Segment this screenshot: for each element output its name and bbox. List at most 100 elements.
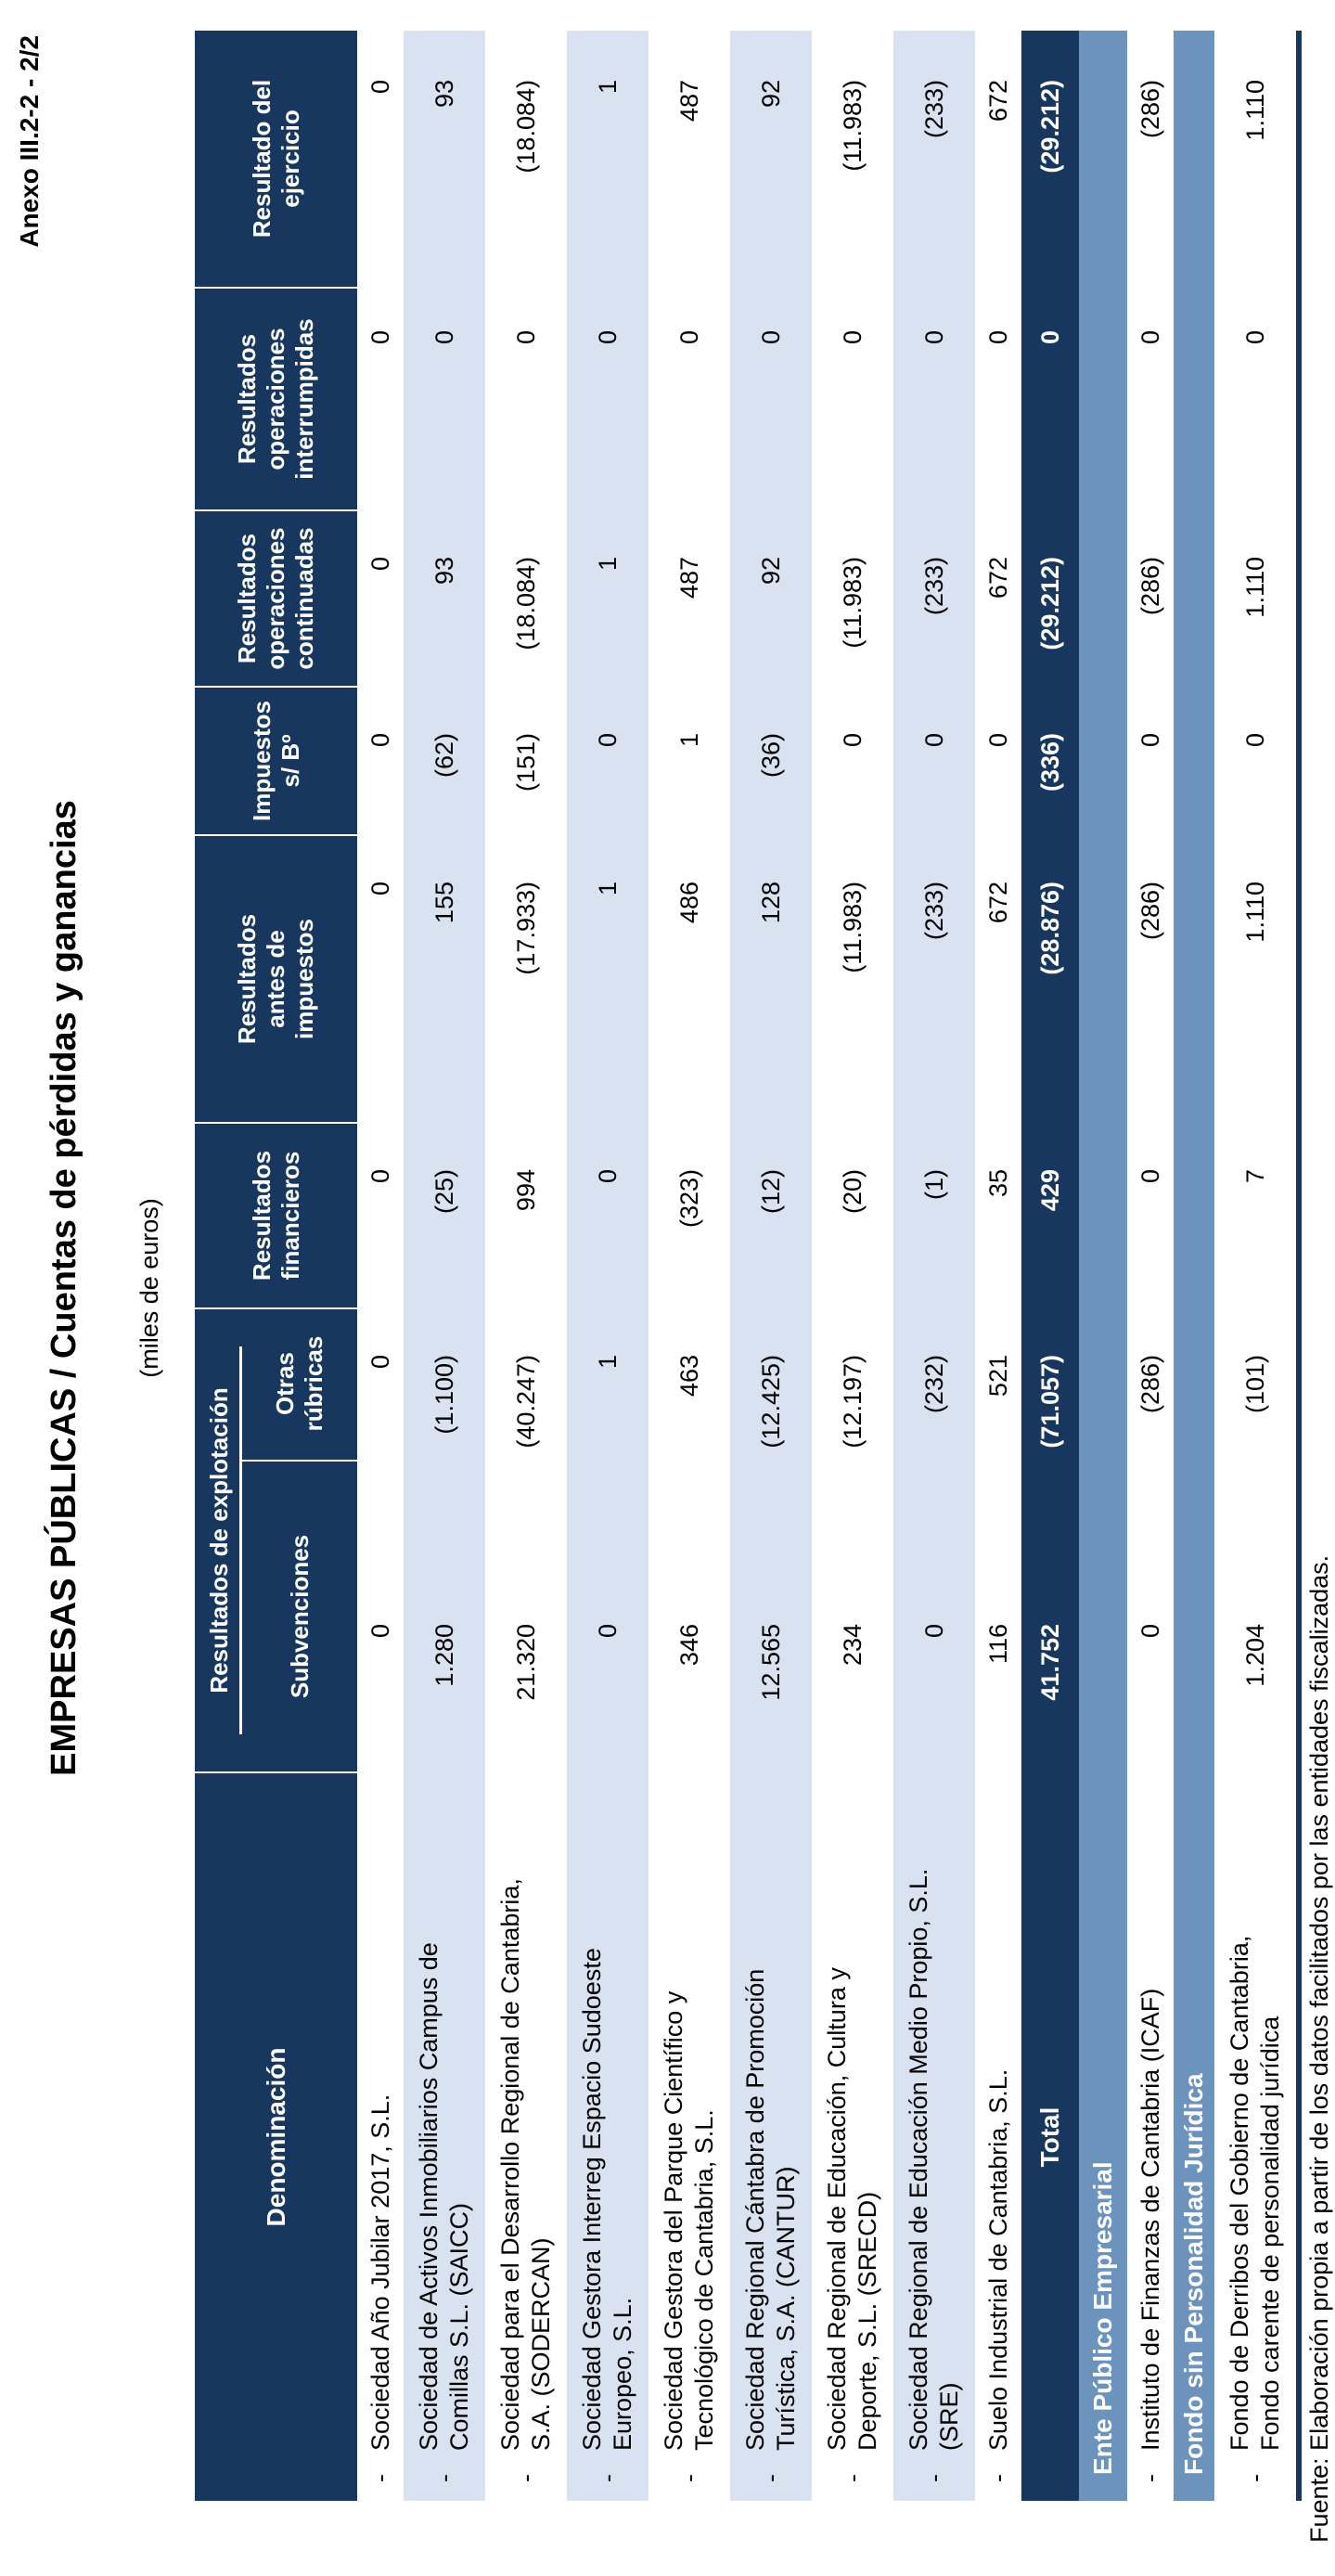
value-cell: 1.280 [430,1624,458,1687]
value-cell: 0 [511,330,540,345]
value-cell: (25) [430,1169,458,1215]
table-row: - Sociedad Gestora Interreg Espacio Sudoe… [567,31,648,2501]
value-cell: (233) [919,557,948,616]
company-name: Sociedad para el Desarrollo Regional de … [496,1878,555,2451]
value-cell: 0 [366,1624,394,1639]
value-cell: 92 [756,557,785,586]
value-cell: 0 [838,733,866,748]
value-cell: 994 [511,1169,540,1212]
value-cell: 155 [430,882,458,924]
group-header-label: Resultados de explotación [205,1387,233,1694]
value-cell: (101) [1240,1355,1269,1414]
value-cell: 0 [919,1624,948,1639]
value-cell: 0 [593,330,622,345]
section-band: Fondo sin Personalidad Jurídica [1174,31,1214,2501]
value-cell: 1 [674,733,703,748]
value-cell: 1 [593,557,622,572]
table-row: - Sociedad de Activos Inmobiliarios Campu… [404,31,485,2501]
value-cell: 672 [983,882,1012,924]
value-cell: 0 [1136,1624,1164,1639]
dash-bullet: - [1136,2474,1164,2482]
dash-bullet: - [1240,2474,1269,2482]
denominacion-cell: - Fondo de Derribos del Gobierno de Canta… [1214,1773,1296,2501]
value-cell: 7 [1240,1169,1269,1184]
value-cell: (29.212) [1035,557,1064,650]
value-cell: 486 [674,882,703,924]
value-cell: (12.425) [756,1355,785,1449]
value-cell: (323) [674,1169,703,1229]
table-row: - Sociedad Gestora del Parque Científico … [648,31,730,2501]
denominacion-cell: - Instituto de Finanzas de Cantabria (ICA… [1127,1773,1174,2501]
value-cell: 41.752 [1035,1624,1064,1701]
value-cell: (12.197) [838,1355,866,1449]
dash-bullet: - [593,2474,622,2482]
table-row: - Sociedad Regional de Educación Medio Pr… [893,31,975,2501]
total-label: Total [1035,2106,1064,2168]
denominacion-cell: - Suelo Industrial de Cantabria, S.L. [975,1773,1021,2501]
value-cell: (29.212) [1035,80,1064,174]
value-cell: (18.084) [511,80,540,174]
table-row: - Sociedad para el Desarrollo Regional de… [485,31,567,2501]
value-cell: 116 [983,1624,1012,1665]
company-name: Sociedad de Activos Inmobiliarios Campus… [415,1942,473,2451]
value-cell: 346 [674,1624,703,1667]
total-row: Total 41.752 (71.057) 429 (28.876) (336) (29.2… [1021,31,1079,2501]
value-cell: 93 [430,557,458,586]
value-cell: (71.057) [1035,1355,1064,1449]
dash-bullet: - [756,2474,785,2482]
value-cell: 0 [430,330,458,345]
denominacion-cell: - Sociedad Gestora del Parque Científico … [648,1773,730,2501]
dash-bullet: - [366,2474,394,2482]
value-cell: 0 [366,882,394,896]
value-cell: (232) [919,1355,948,1414]
value-cell: (20) [838,1169,866,1215]
value-cell: 0 [756,330,785,345]
value-cell: (28.876) [1035,882,1064,975]
table-row: - Suelo Industrial de Cantabria, S.L. 116 5… [975,31,1021,2501]
value-cell: 128 [756,882,785,924]
value-cell: 0 [919,330,948,345]
col-header-denominacion: Denominación [262,2047,290,2227]
value-cell: 1.110 [1240,882,1269,943]
value-cell: 1 [593,882,622,896]
page-title: EMPRESAS PÚBLICAS / Cuentas de pérdidas … [45,800,83,1776]
value-cell: 0 [1035,330,1064,345]
table-row: - Fondo de Derribos del Gobierno de Canta… [1214,31,1296,2501]
value-cell: 0 [366,1169,394,1184]
value-cell: 0 [593,733,622,748]
value-cell: (151) [511,733,540,792]
units-label: (miles de euros) [135,1198,163,1378]
value-cell: (286) [1136,1355,1164,1414]
table-body: - Sociedad Año Jubilar 2017, S.L. 0 0 0 0 0 0 0 0… [357,31,1296,2501]
value-cell: 93 [430,80,458,109]
value-cell: 1.110 [1240,557,1269,618]
value-cell: 487 [674,557,703,599]
company-name: Sociedad Regional Cántabra de Promoción T… [741,1968,800,2451]
col-header-operaciones-continuadas: Resultados operaciones continuadas [195,511,357,688]
value-cell: 0 [366,557,394,572]
company-name: Sociedad Gestora del Parque Científico y… [660,1990,718,2451]
company-name: Sociedad Gestora Interreg Espacio Sudoes… [578,1948,636,2451]
denominacion-cell: - Sociedad para el Desarrollo Regional de… [485,1773,567,2501]
value-cell: (11.983) [838,80,866,172]
value-cell: (36) [756,733,785,779]
denominacion-cell: - Sociedad Regional Cántabra de Promoción… [730,1773,812,2501]
value-cell: (336) [1035,733,1064,792]
denominacion-cell: - Sociedad Regional de Educación, Cultura… [812,1773,893,2501]
value-cell: 429 [1035,1169,1064,1212]
value-cell: 0 [983,330,1012,345]
dash-bullet: - [674,2474,703,2482]
value-cell: 0 [1136,733,1164,748]
denominacion-cell: - Sociedad Gestora Interreg Espacio Sudoe… [567,1773,648,2501]
dash-bullet: - [511,2474,540,2482]
dash-bullet: - [430,2474,458,2482]
col-header-resultados-antes-impuestos: Resultados antes de impuestos [195,836,357,1124]
value-cell: 0 [1136,330,1164,345]
dash-bullet: - [838,2474,866,2482]
table-row: - Sociedad Regional de Educación, Cultura… [812,31,893,2501]
value-cell: 0 [1240,330,1269,345]
denominacion-cell: - Sociedad de Activos Inmobiliarios Campu… [404,1773,485,2501]
company-name: Sociedad Regional de Educación, Cultura … [823,1967,881,2451]
value-cell: (286) [1136,557,1164,616]
